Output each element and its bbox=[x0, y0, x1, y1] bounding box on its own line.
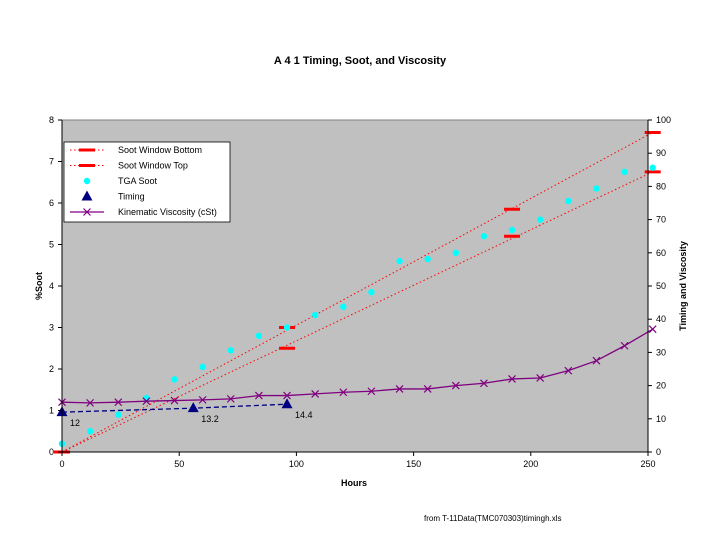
kinematic-viscosity-cst-point bbox=[86, 398, 95, 407]
kinematic-viscosity-cst-point bbox=[114, 398, 123, 407]
x-tick-label: 50 bbox=[174, 459, 184, 469]
kinematic-viscosity-cst-point bbox=[536, 374, 545, 382]
legend: Soot Window Bottom Soot Window Top TGA Soo… bbox=[63, 141, 231, 223]
legend-tga-soot-label: TGA Soot bbox=[118, 176, 158, 186]
legend-timing-marker bbox=[81, 190, 93, 201]
tga-soot-point bbox=[171, 376, 178, 383]
footer-source: from T-11Data(TMC070303)timingh.xls bbox=[424, 514, 562, 523]
tga-soot-point bbox=[565, 197, 572, 205]
kinematic-viscosity-cst-point bbox=[339, 388, 348, 397]
soot-window-bottom-trendline bbox=[61, 171, 653, 453]
y-tick-label: 8 bbox=[49, 115, 54, 125]
x-tick-label: 0 bbox=[59, 459, 64, 469]
axes: 0 50 100 150 200 2500123456780102030405060708… bbox=[49, 115, 671, 469]
kinematic-viscosity-cst-point bbox=[479, 379, 488, 388]
trendlines bbox=[61, 132, 653, 453]
y2-tick-label: 20 bbox=[656, 381, 666, 391]
kinematic-viscosity-cst-point bbox=[226, 394, 235, 403]
kinematic-viscosity-cst-point bbox=[170, 396, 179, 405]
y2-tick-label: 0 bbox=[656, 447, 661, 457]
tga-soot-point bbox=[536, 216, 544, 223]
tga-soot-point bbox=[115, 411, 122, 418]
y2-tick-label: 90 bbox=[656, 148, 666, 158]
tga-soot-point bbox=[621, 168, 628, 176]
kinematic-viscosity-cst-point bbox=[592, 356, 601, 365]
legend-soot-window-bottom-label: Soot Window Bottom bbox=[118, 145, 202, 155]
x-tick-label: 200 bbox=[523, 459, 538, 469]
y-tick-label: 3 bbox=[49, 323, 54, 333]
legend-kinematic-viscosity-cst-marker bbox=[83, 208, 91, 216]
y2-tick-label: 50 bbox=[656, 281, 666, 291]
tga-soot-point bbox=[593, 185, 600, 192]
kinematic-viscosity-cst-point bbox=[451, 381, 460, 390]
tga-soot-point bbox=[311, 311, 319, 319]
timing-data-label: 13.2 bbox=[201, 414, 219, 424]
y2-tick-label: 30 bbox=[656, 347, 666, 357]
kinematic-viscosity-cst-point bbox=[423, 384, 432, 393]
y2-tick-label: 100 bbox=[656, 115, 671, 125]
tga-soot-point bbox=[143, 394, 150, 402]
legend-soot-window-top-label: Soot Window Top bbox=[118, 161, 188, 171]
kinematic-viscosity-cst-point bbox=[508, 375, 516, 383]
tga-soot-point bbox=[340, 303, 347, 310]
y-tick-label: 6 bbox=[49, 198, 54, 208]
kinematic-viscosity-cst-point bbox=[283, 391, 291, 400]
kinematic-viscosity-cst-point bbox=[367, 387, 376, 396]
y-tick-label: 4 bbox=[49, 281, 54, 291]
legend-box bbox=[63, 141, 231, 223]
kinematic-viscosity-cst-point bbox=[198, 395, 207, 404]
series-group: 12 13.2 14.4 bbox=[54, 130, 661, 454]
tga-soot-point bbox=[283, 324, 291, 331]
y-tick-label: 0 bbox=[49, 447, 54, 457]
x-axis-label: Hours bbox=[341, 478, 367, 488]
y2-tick-label: 10 bbox=[656, 414, 666, 424]
y-tick-label: 1 bbox=[49, 406, 54, 416]
x-tick-label: 100 bbox=[289, 459, 304, 469]
y2-tick-label: 70 bbox=[656, 215, 666, 225]
y2-tick-label: 40 bbox=[656, 314, 666, 324]
timing-data-label: 12 bbox=[70, 418, 80, 428]
kinematic-viscosity-cst-point bbox=[620, 341, 629, 350]
kinematic-viscosity-cst-point bbox=[142, 397, 151, 406]
tga-soot-point bbox=[649, 164, 656, 171]
tga-soot-point bbox=[199, 363, 206, 371]
legend-tga-soot-marker bbox=[83, 177, 91, 185]
tga-soot-point bbox=[508, 226, 516, 234]
timing-data-label: 14.4 bbox=[295, 410, 313, 420]
tga-soot-point bbox=[424, 255, 431, 263]
y-tick-label: 7 bbox=[49, 157, 54, 167]
timing-point bbox=[187, 402, 199, 413]
kinematic-viscosity-cst-point bbox=[311, 389, 320, 398]
tga-soot-point bbox=[480, 233, 488, 240]
y2-axis-label: Timing and Viscosity bbox=[678, 241, 688, 331]
timing-point bbox=[281, 398, 293, 409]
y-tick-label: 2 bbox=[49, 364, 54, 374]
kinematic-viscosity-cst-point bbox=[254, 391, 263, 400]
y-axis-label: %Soot bbox=[34, 272, 44, 300]
tga-soot-point bbox=[396, 257, 403, 265]
x-tick-label: 150 bbox=[406, 459, 421, 469]
x-tick-label: 250 bbox=[640, 459, 655, 469]
y2-tick-label: 60 bbox=[656, 248, 666, 258]
legend-kinematic-viscosity-cst-label: Kinematic Viscosity (cSt) bbox=[118, 207, 217, 217]
kinematic-viscosity-cst-line bbox=[61, 328, 654, 404]
kinematic-viscosity-cst-point bbox=[564, 366, 573, 375]
tga-soot-point bbox=[255, 332, 263, 339]
y-tick-label: 5 bbox=[49, 240, 54, 250]
tga-soot-point bbox=[452, 249, 459, 256]
kinematic-viscosity-cst-point bbox=[648, 325, 657, 334]
tga-soot-point bbox=[368, 289, 375, 296]
chart-title: A 4 1 Timing, Soot, and Viscosity bbox=[274, 55, 447, 67]
y2-tick-label: 80 bbox=[656, 181, 666, 191]
legend-timing-label: Timing bbox=[118, 192, 145, 202]
kinematic-viscosity-cst-point bbox=[395, 384, 404, 393]
tga-soot-point bbox=[227, 347, 234, 354]
tga-soot-point bbox=[86, 428, 94, 435]
